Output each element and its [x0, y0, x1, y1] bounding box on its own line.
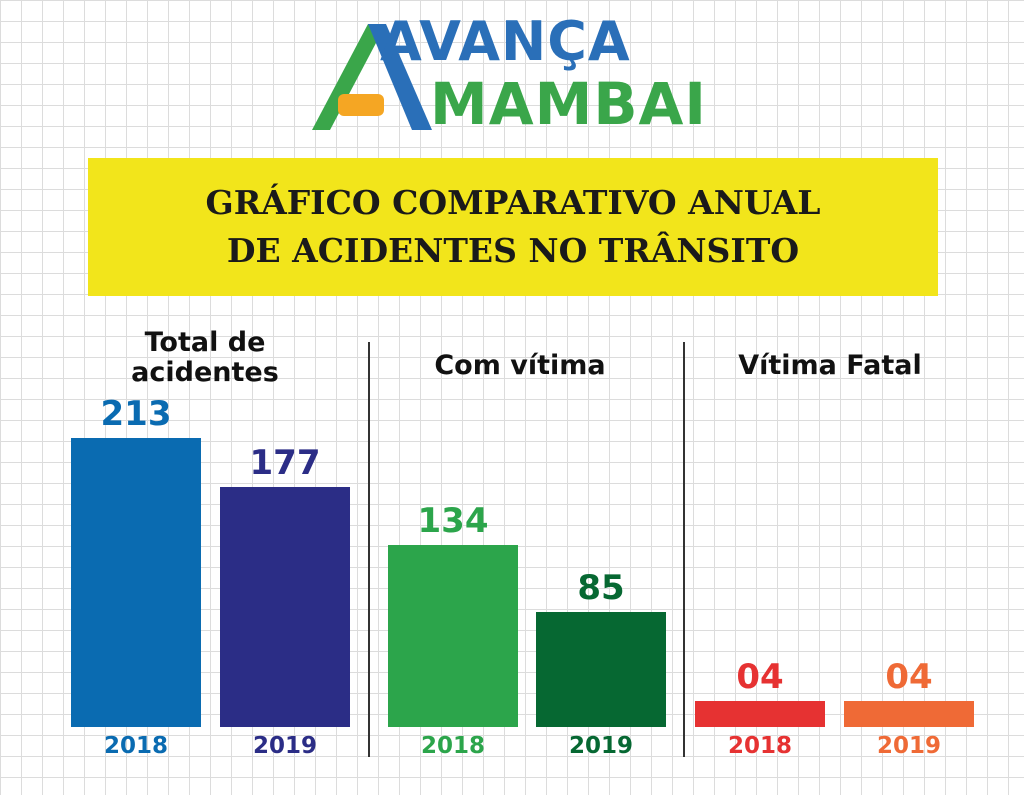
data-label-total-de-acidentes-2018: 213 — [100, 394, 172, 435]
group-label-line: Total de — [144, 327, 266, 358]
chart-title-line-2: DE ACIDENTES NO TRÂNSITO — [226, 231, 800, 270]
section-divider-1 — [368, 342, 370, 757]
category-label-total-de-acidentes-2018: 2018 — [103, 733, 168, 759]
data-label-com-vitima-2019: 85 — [577, 567, 625, 608]
data-label-total-de-acidentes-2019: 177 — [249, 443, 321, 484]
category-label-total-de-acidentes-2019: 2019 — [252, 733, 317, 759]
logo-a-mark-icon — [312, 24, 432, 130]
category-label-com-vitima-2018: 2018 — [420, 733, 485, 759]
data-label-vitima-fatal-2019: 04 — [885, 657, 933, 697]
group-label-line: acidentes — [131, 357, 279, 388]
logo-text-avanca: AVANÇA — [380, 10, 631, 73]
bar-vitima-fatal-2019 — [844, 701, 974, 727]
data-label-vitima-fatal-2018: 04 — [736, 657, 784, 697]
group-label-com-vitima: Com vítima — [400, 351, 640, 381]
group-label-total-de-acidentes: Total de acidentes — [95, 328, 315, 388]
bar-total-de-acidentes-2019 — [220, 487, 350, 727]
category-label-vitima-fatal-2018: 2018 — [727, 733, 792, 759]
group-label-line: Com vítima — [434, 350, 606, 381]
category-label-vitima-fatal-2019: 2019 — [876, 733, 941, 759]
bar-com-vitima-2018 — [388, 545, 518, 727]
bar-com-vitima-2019 — [536, 611, 666, 727]
bar-vitima-fatal-2018 — [695, 701, 825, 727]
group-label-vitima-fatal: Vítima Fatal — [705, 351, 955, 381]
data-label-com-vitima-2018: 134 — [417, 501, 489, 542]
bar-total-de-acidentes-2018 — [71, 438, 201, 727]
title-banner: GRÁFICO COMPARATIVO ANUAL DE ACIDENTES N… — [88, 158, 938, 296]
chart-title-line-1: GRÁFICO COMPARATIVO ANUAL — [205, 183, 821, 222]
section-divider-2 — [683, 342, 685, 757]
category-label-com-vitima-2019: 2019 — [568, 733, 633, 759]
group-label-line: Vítima Fatal — [738, 350, 922, 381]
logo: AVANÇA MAMBAI — [300, 8, 740, 138]
logo-text-mambai: MAMBAI — [430, 70, 707, 138]
